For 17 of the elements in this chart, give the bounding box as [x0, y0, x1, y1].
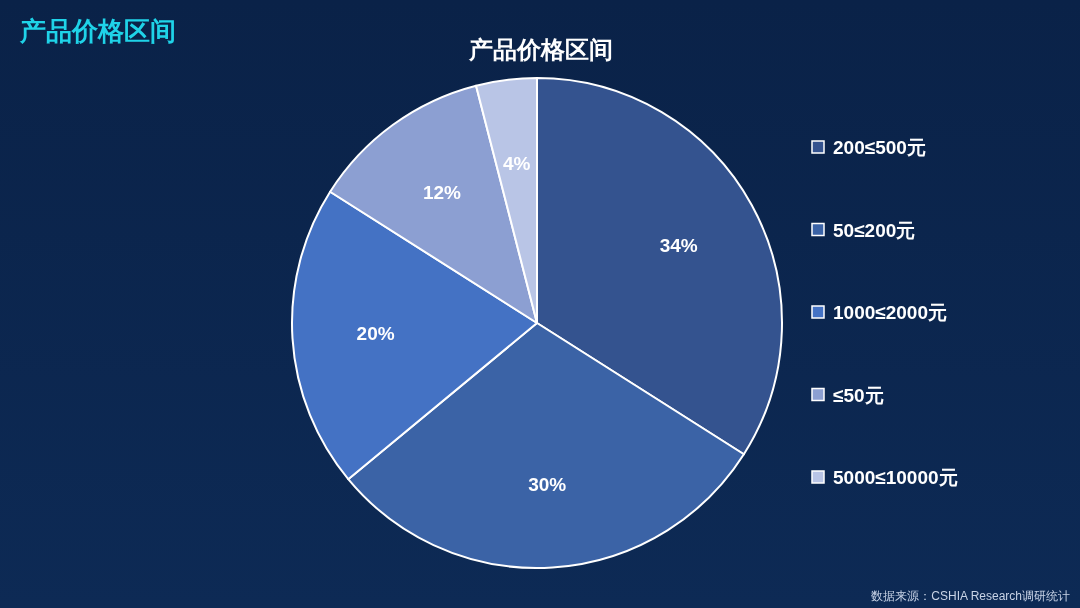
- data-label: 34%: [659, 235, 698, 257]
- data-label: 12%: [422, 182, 462, 204]
- legend-label: 5000≤10000元: [833, 467, 958, 488]
- pie-slice: [475, 77, 538, 324]
- legend-label: ≤50元: [833, 384, 884, 406]
- pie-slice: [536, 77, 783, 456]
- source-note: 数据来源：CSHIA Research调研统计: [871, 589, 1070, 603]
- data-label: 30%: [528, 474, 567, 496]
- pie-slice: [347, 322, 745, 569]
- legend-label: 1000≤2000元: [833, 302, 947, 323]
- pie-slice: [329, 84, 538, 324]
- data-label: 20%: [356, 323, 395, 345]
- legend-label: 200≤500元: [833, 137, 926, 158]
- legend-label: 50≤200元: [833, 219, 916, 241]
- data-label: 4%: [503, 152, 531, 174]
- chart-title: 产品价格区间: [19, 16, 176, 46]
- chart-subtitle: 产品价格区间: [468, 36, 613, 63]
